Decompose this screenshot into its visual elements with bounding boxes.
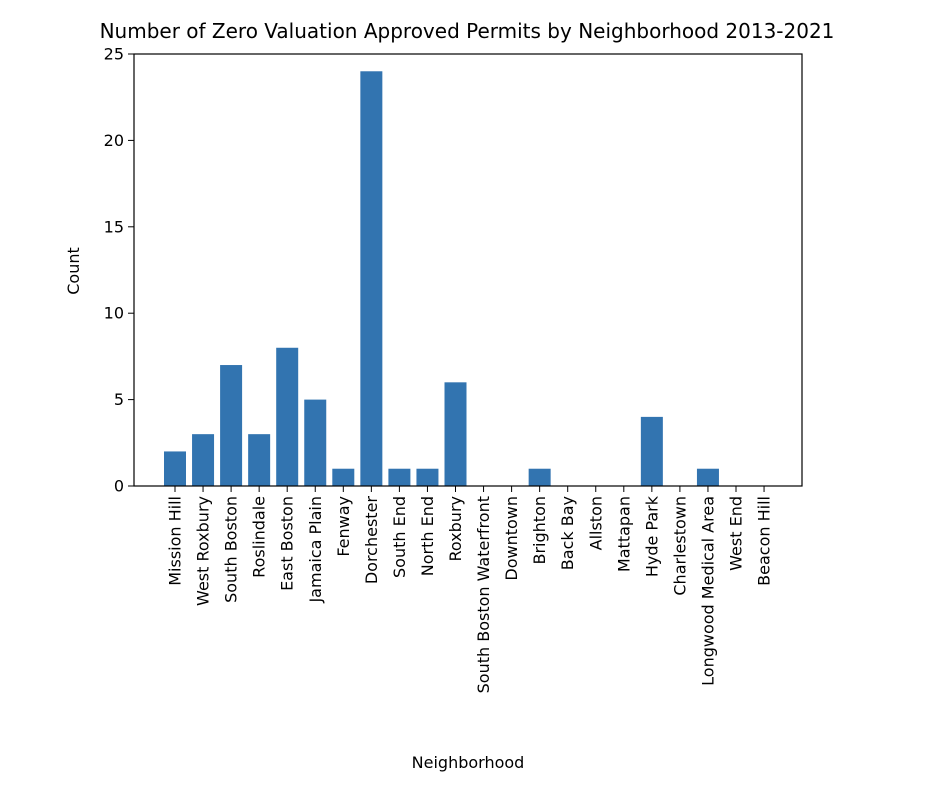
x-tick-label: Dorchester xyxy=(362,496,381,585)
bar xyxy=(248,434,271,486)
x-tick-label: South Boston Waterfront xyxy=(474,496,493,693)
bar xyxy=(640,416,663,486)
x-tick-label: Mission Hill xyxy=(166,496,185,586)
bar xyxy=(164,451,186,486)
x-tick-label: North End xyxy=(418,496,437,576)
x-tick-label: Jamaica Plain xyxy=(306,496,325,604)
bars-layer xyxy=(164,71,719,486)
x-tick-label: Downtown xyxy=(502,496,521,581)
bar xyxy=(192,434,215,486)
bar xyxy=(444,382,467,486)
x-tick-label: Hyde Park xyxy=(642,495,661,577)
x-tick-label: Roxbury xyxy=(446,496,465,562)
bar xyxy=(276,347,299,486)
bar xyxy=(332,468,355,486)
bar xyxy=(528,468,551,486)
y-tick-label: 15 xyxy=(104,217,124,236)
bar xyxy=(360,71,383,486)
y-axis: 0 5 10 15 20 25 xyxy=(104,45,134,496)
x-axis: Mission Hill West Roxbury South Boston Rosl… xyxy=(166,486,774,693)
x-tick-label: Fenway xyxy=(334,496,353,557)
x-tick-label: South Boston xyxy=(222,496,241,603)
x-tick-label: Beacon Hill xyxy=(755,496,774,586)
y-tick-label: 0 xyxy=(114,477,124,496)
x-tick-label: Mattapan xyxy=(614,496,633,572)
x-tick-label: South End xyxy=(390,496,409,578)
x-axis-label: Neighborhood xyxy=(412,753,525,772)
y-tick-label: 20 xyxy=(104,131,124,150)
x-tick-label: West End xyxy=(727,496,746,571)
chart-title: Number of Zero Valuation Approved Permit… xyxy=(100,19,835,43)
bar xyxy=(220,365,243,486)
bar xyxy=(416,468,439,486)
x-tick-label: Charlestown xyxy=(670,496,689,596)
y-tick-label: 10 xyxy=(104,304,124,323)
bar xyxy=(696,468,719,486)
x-tick-label: Roslindale xyxy=(250,496,269,578)
x-tick-label: Back Bay xyxy=(558,496,577,570)
bar xyxy=(304,399,327,486)
bar xyxy=(388,468,411,486)
x-tick-label: Longwood Medical Area xyxy=(698,496,717,686)
x-tick-label: Allston xyxy=(586,496,605,550)
y-axis-label: Count xyxy=(64,247,83,295)
x-tick-label: East Boston xyxy=(278,496,297,591)
x-tick-label: Brighton xyxy=(530,496,549,565)
plot-frame xyxy=(133,53,803,487)
x-tick-label: West Roxbury xyxy=(194,496,213,606)
y-tick-label: 5 xyxy=(114,390,124,409)
y-tick-label: 25 xyxy=(104,45,124,64)
